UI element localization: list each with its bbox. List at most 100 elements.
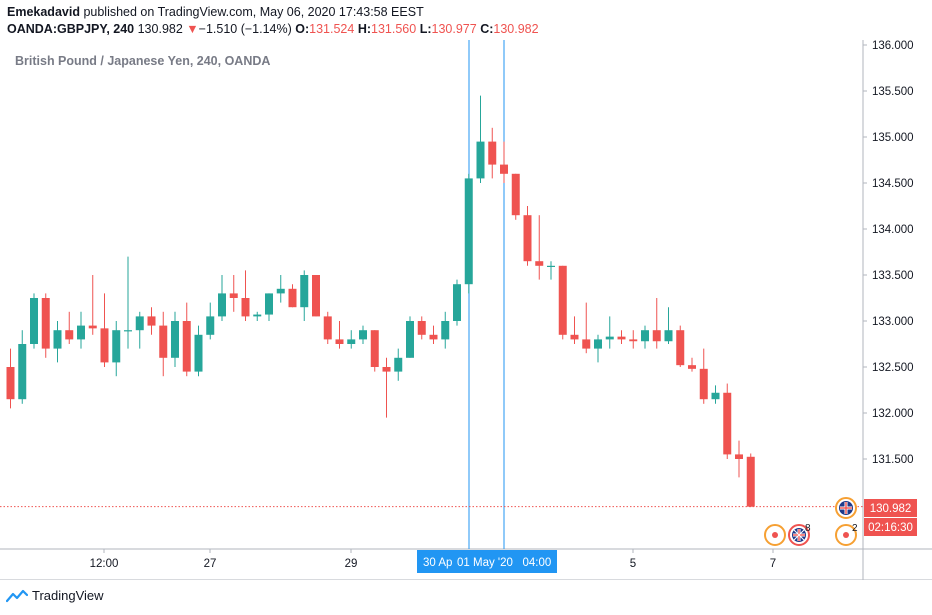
- candle[interactable]: [288, 284, 297, 308]
- candle-body: [382, 367, 391, 372]
- candle-body: [194, 334, 203, 372]
- candle[interactable]: [182, 302, 191, 377]
- candle[interactable]: [664, 307, 673, 344]
- published-text: published on TradingView.com, May 06, 20…: [79, 5, 424, 19]
- candle[interactable]: [594, 334, 602, 363]
- candle[interactable]: [605, 316, 614, 349]
- candle-body: [488, 141, 497, 165]
- candle-body: [276, 288, 285, 294]
- uk-flag-event-icon[interactable]: [788, 524, 810, 546]
- candle-body: [229, 293, 238, 298]
- candle[interactable]: [652, 298, 661, 349]
- candle[interactable]: [641, 325, 649, 349]
- candle-body: [335, 339, 344, 344]
- candle[interactable]: [359, 325, 367, 344]
- candle[interactable]: [300, 270, 309, 321]
- down-arrow-icon: ▼: [186, 22, 199, 36]
- price-chart[interactable]: British Pound / Japanese Yen, 240, OANDA…: [0, 40, 932, 580]
- candle[interactable]: [629, 330, 638, 349]
- candle[interactable]: [241, 270, 250, 321]
- low-label: L:: [419, 22, 432, 36]
- candle[interactable]: [617, 330, 626, 344]
- candle[interactable]: [53, 321, 62, 363]
- candle[interactable]: [41, 293, 50, 358]
- price-axis[interactable]: 136.000 135.500 135.000 134.500 134.000 133.5…: [863, 40, 914, 466]
- brand-name: TradingView: [32, 588, 104, 603]
- candle[interactable]: [547, 261, 555, 280]
- candle[interactable]: [77, 311, 85, 349]
- candle[interactable]: [65, 311, 74, 344]
- candle[interactable]: [229, 275, 238, 312]
- price-tick-label: 131.500: [872, 454, 914, 466]
- candle[interactable]: [523, 206, 532, 266]
- date-range-markers: [468, 40, 505, 549]
- candle[interactable]: [464, 173, 473, 294]
- red-dot-event-icon[interactable]: [835, 524, 857, 546]
- candle[interactable]: [476, 95, 485, 183]
- candle[interactable]: [147, 307, 156, 335]
- candle-body: [218, 293, 226, 317]
- economic-events[interactable]: 8 2: [764, 497, 858, 546]
- candle[interactable]: [582, 302, 591, 354]
- candle[interactable]: [218, 275, 226, 321]
- candle[interactable]: [370, 330, 379, 372]
- candle[interactable]: [723, 383, 732, 459]
- uk-flag-event-icon[interactable]: [835, 497, 857, 519]
- candle[interactable]: [312, 275, 320, 317]
- candle[interactable]: [194, 325, 203, 377]
- candle[interactable]: [570, 316, 579, 344]
- candle[interactable]: [711, 385, 720, 404]
- candle-body: [629, 339, 638, 342]
- candle[interactable]: [88, 275, 97, 335]
- candle-body: [394, 357, 403, 372]
- candle-body: [88, 325, 97, 329]
- candle[interactable]: [488, 127, 497, 179]
- candle-body: [417, 321, 426, 335]
- tradingview-brand[interactable]: TradingView: [6, 588, 104, 603]
- candle[interactable]: [323, 311, 332, 344]
- candlestick-series[interactable]: [6, 95, 755, 508]
- crosshair-time-label-left: 30 Ap: [423, 557, 452, 569]
- candle[interactable]: [558, 265, 567, 340]
- candle[interactable]: [746, 453, 755, 508]
- candle[interactable]: [406, 316, 414, 358]
- candle-body: [594, 339, 602, 349]
- candle[interactable]: [688, 357, 696, 372]
- candle[interactable]: [347, 330, 356, 349]
- time-tick-label: 12:00: [90, 558, 119, 570]
- red-dot-event-icon[interactable]: [764, 524, 786, 546]
- time-axis[interactable]: 12:00 27 29 5 7 30 Ap 01 May '20 04:00: [90, 549, 777, 573]
- candle[interactable]: [676, 325, 685, 367]
- candle[interactable]: [171, 311, 179, 367]
- candle[interactable]: [735, 440, 743, 478]
- candle-body: [6, 367, 15, 400]
- candle-body: [18, 344, 27, 400]
- candle[interactable]: [335, 321, 344, 349]
- candle[interactable]: [159, 311, 168, 377]
- candle[interactable]: [112, 321, 121, 377]
- candle[interactable]: [441, 311, 450, 349]
- candle[interactable]: [265, 293, 273, 321]
- candle[interactable]: [453, 279, 461, 326]
- candle[interactable]: [135, 311, 144, 349]
- candle[interactable]: [30, 293, 38, 349]
- candle[interactable]: [253, 311, 262, 321]
- candle[interactable]: [6, 348, 15, 409]
- open-label: O:: [295, 22, 310, 36]
- candle[interactable]: [417, 316, 426, 340]
- candle[interactable]: [500, 141, 508, 183]
- candle[interactable]: [511, 173, 520, 220]
- candle[interactable]: [394, 348, 403, 381]
- candle[interactable]: [206, 302, 215, 340]
- candle[interactable]: [699, 348, 708, 404]
- candle[interactable]: [382, 357, 391, 418]
- candle[interactable]: [100, 293, 109, 367]
- last-price-badge: [864, 499, 917, 517]
- candle[interactable]: [276, 275, 285, 303]
- countdown-badge: [864, 518, 917, 536]
- candle[interactable]: [18, 330, 27, 404]
- candle[interactable]: [535, 215, 544, 280]
- candle[interactable]: [429, 325, 438, 344]
- candle-body: [429, 334, 438, 340]
- candle[interactable]: [124, 256, 132, 349]
